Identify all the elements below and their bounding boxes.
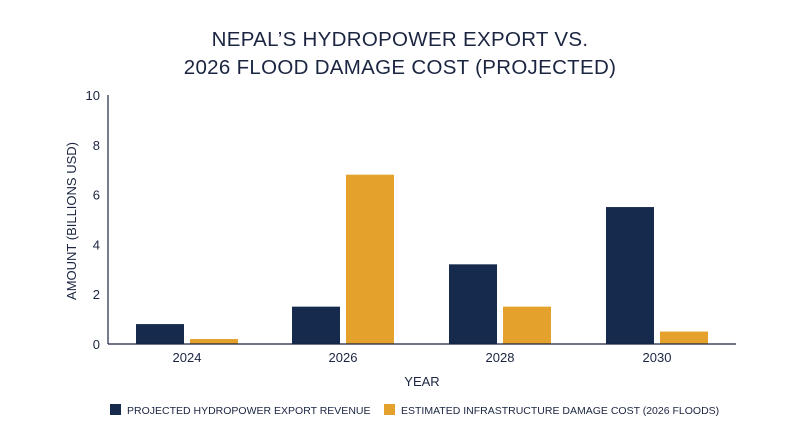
bar-hydropower-export-2028: [449, 264, 497, 344]
bars-group: [136, 174, 708, 344]
x-tick-label: 2026: [329, 350, 358, 365]
x-tick-label: 2024: [173, 350, 202, 365]
x-axis-ticks: 2024 2026 2028 2030: [173, 350, 672, 365]
legend-label-flood-damage: ESTIMATED INFRASTRUCTURE DAMAGE COST (20…: [401, 405, 719, 417]
bar-flood-damage-2030: [660, 331, 708, 344]
x-axis-label: YEAR: [404, 374, 439, 389]
y-tick-label: 10: [86, 88, 100, 103]
x-tick-label: 2030: [643, 350, 672, 365]
chart-title-line-1: NEPAL’S HYDROPOWER EXPORT VS.: [212, 28, 589, 51]
y-tick-label: 8: [93, 138, 100, 153]
bar-hydropower-export-2026: [292, 306, 340, 344]
legend-swatch-hydropower-export: [110, 404, 121, 415]
bar-flood-damage-2026: [346, 174, 394, 344]
y-tick-label: 0: [93, 337, 100, 352]
y-axis-ticks: 0 2 4 6 8 10: [86, 88, 100, 352]
y-tick-label: 4: [93, 237, 100, 252]
legend-label-hydropower-export: PROJECTED HYDROPOWER EXPORT REVENUE: [127, 405, 370, 417]
bar-flood-damage-2028: [503, 306, 551, 344]
bar-flood-damage-2024: [190, 339, 238, 344]
bar-hydropower-export-2030: [606, 207, 654, 344]
legend-swatch-flood-damage: [384, 404, 395, 415]
y-tick-label: 6: [93, 188, 100, 203]
x-tick-label: 2028: [486, 350, 515, 365]
y-axis-label: AMOUNT (BILLIONS USD): [64, 142, 79, 300]
bar-hydropower-export-2024: [136, 324, 184, 344]
y-tick-label: 2: [93, 287, 100, 302]
chart-title-line-2: 2026 FLOOD DAMAGE COST (PROJECTED): [184, 56, 616, 79]
axes: [107, 95, 736, 345]
legend: PROJECTED HYDROPOWER EXPORT REVENUE ESTIM…: [110, 404, 719, 417]
